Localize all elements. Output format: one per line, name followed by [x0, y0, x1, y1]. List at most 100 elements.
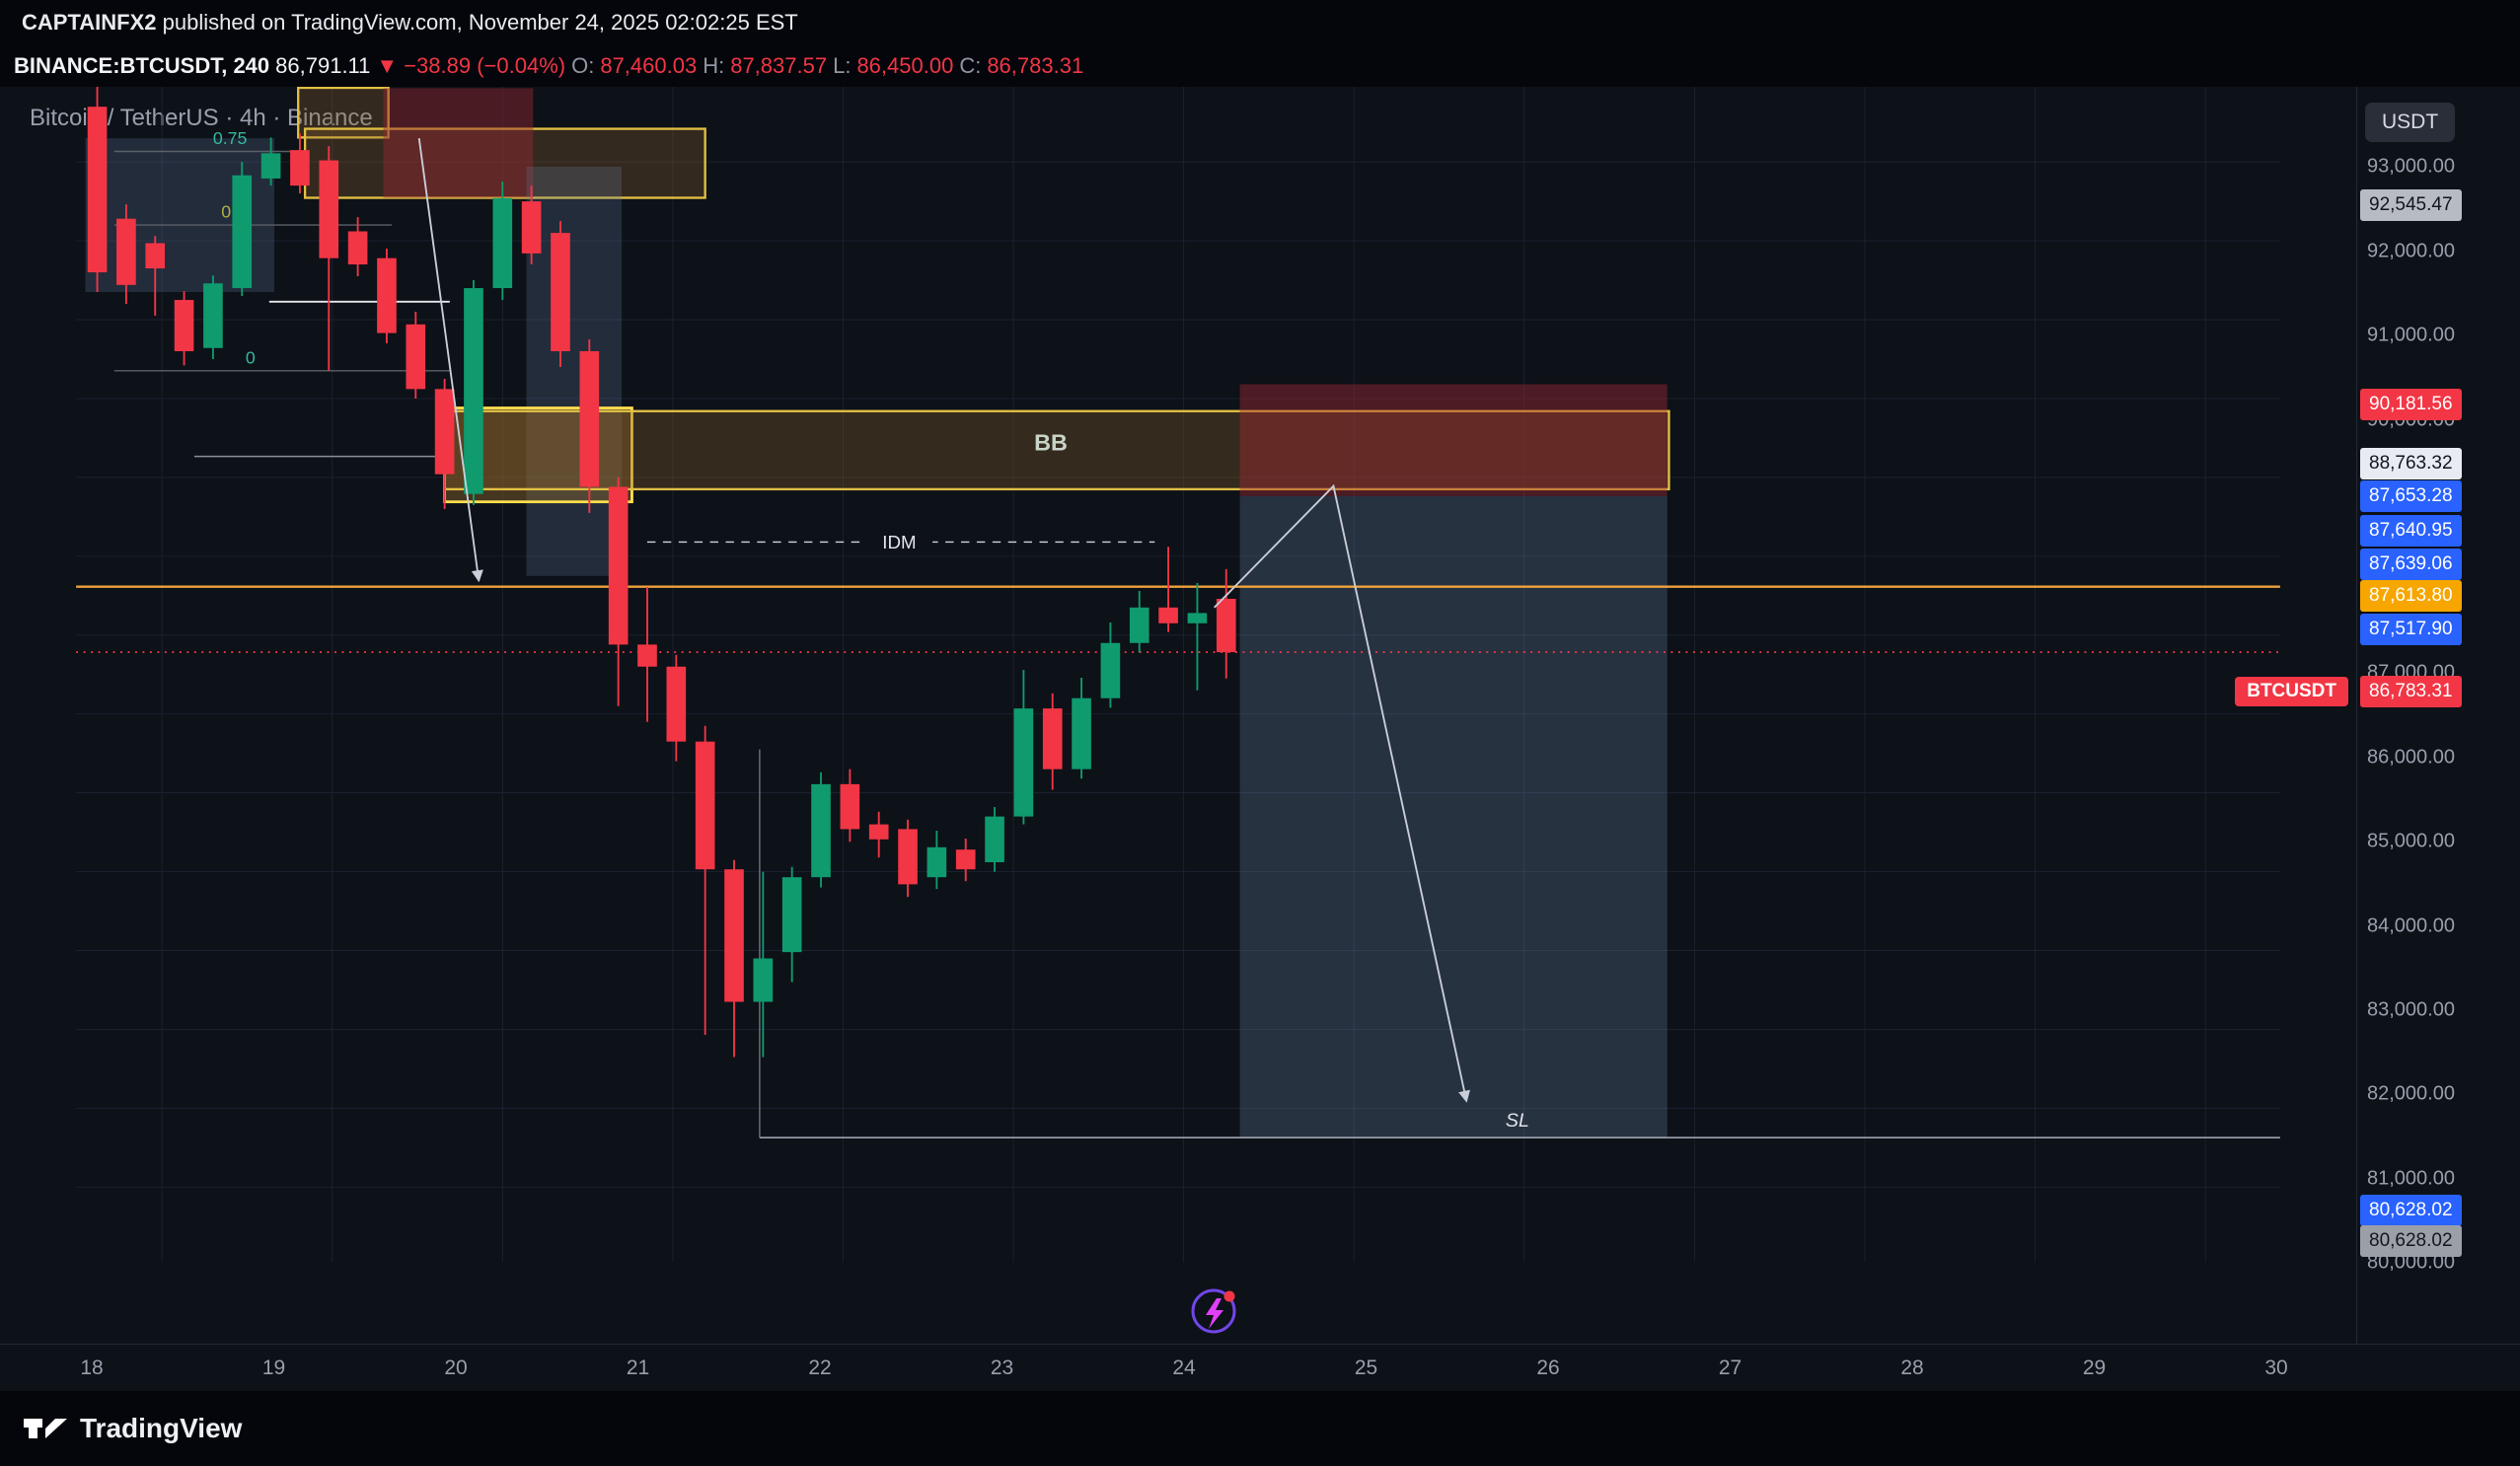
- candle-up: [985, 807, 1004, 872]
- candle-down: [174, 291, 194, 366]
- close-value: 86,783.31: [987, 53, 1084, 78]
- x-axis-label: 29: [2082, 1356, 2107, 1379]
- publish-info: published on TradingView.com, November 2…: [156, 10, 798, 35]
- candle-up: [1013, 669, 1034, 825]
- x-axis-label: 21: [626, 1356, 650, 1379]
- publish-bar: CAPTAINFX2 published on TradingView.com,…: [0, 0, 2520, 45]
- arrow-projection[interactable]: [1214, 483, 1470, 1103]
- close-label: C:: [959, 53, 982, 78]
- stop-zone-topleft[interactable]: [383, 88, 534, 198]
- x-axis-label: 19: [261, 1356, 286, 1379]
- y-axis-label: 86,000.00: [2367, 746, 2455, 769]
- y-axis-label: 92,000.00: [2367, 240, 2455, 262]
- candle-down: [579, 339, 600, 513]
- y-axis-label: 81,000.00: [2367, 1167, 2455, 1190]
- y-axis-label: 84,000.00: [2367, 915, 2455, 937]
- candle-down: [521, 185, 542, 265]
- tradingview-brand[interactable]: TradingView: [80, 1413, 243, 1443]
- candle-down: [1158, 547, 1178, 632]
- candle-up: [781, 866, 802, 983]
- x-axis-label: 30: [2264, 1356, 2288, 1379]
- time-axis[interactable]: 18 19 20 21 22 23 24 25 26 27 28 29 30: [0, 1344, 2520, 1391]
- arrow-drop-left[interactable]: [417, 138, 483, 583]
- candle-down: [608, 476, 629, 706]
- candle-up: [260, 137, 281, 186]
- candle-down: [551, 221, 570, 367]
- price-badge: 92,545.47: [2360, 189, 2462, 222]
- short-stop-zone[interactable]: [1239, 384, 1668, 496]
- fib-075-label: 0.75: [213, 128, 248, 148]
- price-badge: 87,653.28: [2360, 480, 2462, 512]
- x-axis-label: 26: [1536, 1356, 1560, 1379]
- candle-up: [492, 182, 513, 301]
- low-label: L:: [833, 53, 852, 78]
- fib-0-label: 0: [246, 347, 256, 367]
- x-axis-label: 23: [990, 1356, 1014, 1379]
- change-direction-icon: ▼: [376, 53, 399, 78]
- candle-down: [145, 236, 166, 317]
- candle-up: [753, 871, 774, 1058]
- symbol-name: BINANCE:BTCUSDT, 240: [14, 53, 270, 78]
- price-badge: 90,181.56: [2360, 389, 2462, 421]
- bb-label: BB: [1034, 430, 1068, 456]
- candle-up: [1072, 677, 1091, 779]
- open-label: O:: [571, 53, 595, 78]
- x-axis-label: 27: [1718, 1356, 1742, 1379]
- candle-down: [724, 859, 744, 1058]
- candle-up: [1129, 591, 1149, 653]
- price-badge: 87,517.90: [2360, 614, 2462, 645]
- candle-up: [926, 831, 947, 890]
- high-value: 87,837.57: [730, 53, 828, 78]
- price-badge: 80,628.02: [2360, 1225, 2462, 1257]
- price-badge: 86,783.31: [2360, 675, 2462, 707]
- price-badge: 87,613.80: [2360, 580, 2462, 612]
- y-axis-label: 85,000.00: [2367, 830, 2455, 852]
- short-target-zone[interactable]: [1239, 495, 1668, 1138]
- candle-down: [434, 378, 455, 509]
- candle-down: [840, 769, 860, 843]
- candle-up: [1100, 622, 1121, 708]
- symbol-price-tag: BTCUSDT: [2235, 676, 2348, 706]
- author-name: CAPTAINFX2: [22, 10, 157, 35]
- high-label: H:: [703, 53, 725, 78]
- y-axis-label: 80,000.00: [2367, 1251, 2455, 1274]
- candle-down: [637, 587, 657, 722]
- publish-marker-icon[interactable]: [1186, 1283, 1241, 1338]
- candle-down: [347, 217, 368, 277]
- candle-down: [116, 204, 136, 305]
- y-axis-label: 91,000.00: [2367, 324, 2455, 346]
- chart-canvas[interactable]: Bitcoin / TetherUS · 4h · Binance 0.750.…: [0, 87, 2356, 1344]
- footer-bar: TradingView: [0, 1391, 2520, 1466]
- bb-supply-box[interactable]: [443, 409, 1670, 491]
- candle-down: [377, 249, 397, 343]
- x-axis-label: 18: [80, 1356, 104, 1379]
- candle-down: [898, 819, 918, 898]
- open-value: 87,460.03: [600, 53, 698, 78]
- candle-up: [464, 280, 483, 505]
- candle-up: [1187, 583, 1208, 691]
- sl-line-label: SL: [1506, 1110, 1529, 1132]
- candle-down: [666, 654, 687, 762]
- change-value: −38.89 (−0.04%): [404, 53, 566, 78]
- demand-zone-day20[interactable]: [526, 166, 623, 576]
- candle-down: [1042, 693, 1063, 790]
- candle-up: [203, 275, 223, 359]
- currency-badge[interactable]: USDT: [2365, 103, 2456, 142]
- last-price: 86,791.11: [275, 53, 371, 78]
- tradingview-logo-icon[interactable]: [24, 1412, 67, 1445]
- x-axis-label: 28: [1900, 1356, 1924, 1379]
- y-axis-label: 82,000.00: [2367, 1082, 2455, 1105]
- idm-line-label: IDM: [882, 532, 916, 552]
- candle-up: [811, 771, 831, 888]
- candle-down: [1216, 568, 1236, 679]
- candle-down: [87, 87, 108, 293]
- supply-box-topleft[interactable]: [303, 127, 706, 199]
- x-axis-label: 22: [808, 1356, 832, 1379]
- price-badge: 87,639.06: [2360, 549, 2462, 580]
- symbol-bar: BINANCE:BTCUSDT, 240 86,791.11 ▼ −38.89 …: [0, 45, 2520, 87]
- x-axis-label: 24: [1172, 1356, 1196, 1379]
- y-axis-label: 93,000.00: [2367, 155, 2455, 178]
- price-axis[interactable]: USDT 93,000.0092,000.0091,000.0090,000.0…: [2356, 87, 2520, 1344]
- candle-up: [232, 162, 253, 297]
